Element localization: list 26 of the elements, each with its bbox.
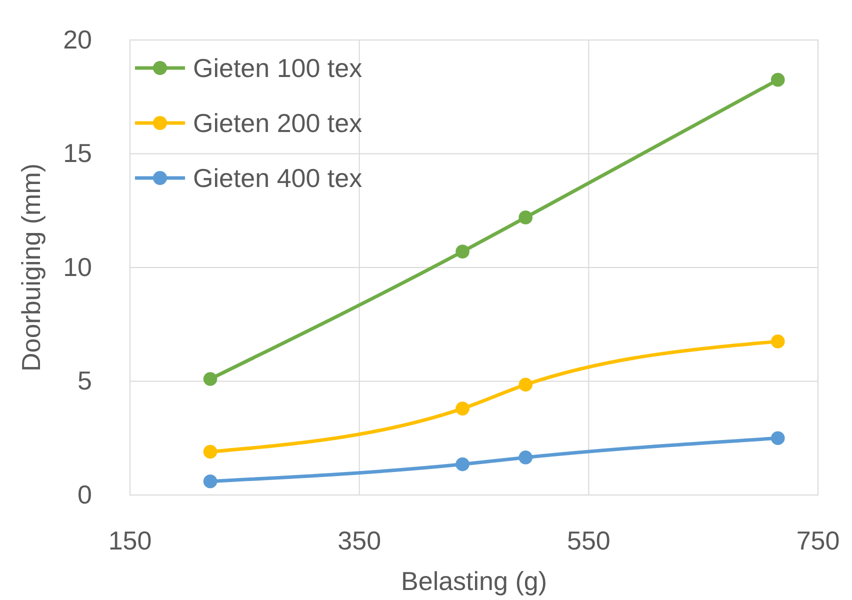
point (770, 431, 785, 446)
y-tick-label: 20 (63, 24, 92, 54)
point (203, 444, 218, 459)
point (518, 210, 533, 224)
point (456, 402, 470, 416)
x-tick-label: 350 (338, 525, 382, 556)
point (456, 457, 470, 472)
point (518, 378, 533, 392)
point (203, 372, 218, 386)
x-tick-label: 150 (108, 525, 152, 556)
y-tick-label: 15 (63, 138, 92, 168)
legend-label: Gieten 100 tex (193, 53, 362, 84)
point (518, 450, 533, 464)
y-tick-label: 0 (78, 479, 92, 510)
x-tick-label: 550 (566, 525, 610, 556)
x-axis-title: Belasting (g) (401, 566, 547, 596)
y-tick-label: 10 (63, 252, 92, 282)
point (456, 244, 470, 258)
point (203, 474, 218, 488)
point (770, 72, 785, 87)
y-axis-title: Doorbuiging (mm) (16, 163, 46, 372)
legend-label: Gieten 400 tex (193, 163, 362, 194)
x-tick-label: 750 (796, 525, 840, 556)
y-tick-label: 5 (78, 366, 92, 396)
point (770, 334, 785, 348)
legend-label: Gieten 200 tex (193, 108, 362, 138)
